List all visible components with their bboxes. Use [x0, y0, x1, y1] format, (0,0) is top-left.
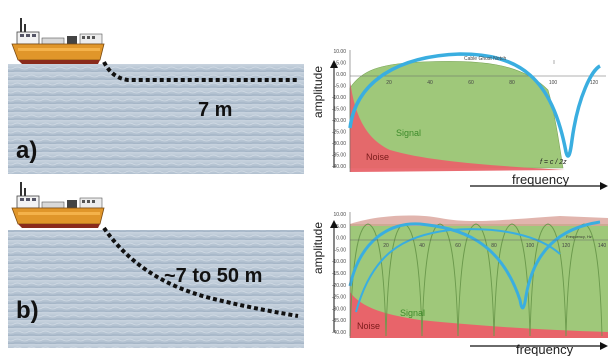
x-ticks-a: 20 40 60 80 100 120: [386, 80, 598, 86]
panel-label-b: b): [16, 297, 39, 324]
title-annotation-a: Cable Ghost Notch: [464, 56, 506, 62]
chart-a: Cable Ghost Notch Signal Noise f = c / 2…: [311, 49, 608, 190]
notch-arch: [421, 223, 459, 337]
y-tick-label: 10.00: [333, 212, 346, 218]
ghost-curve-b: [348, 220, 601, 310]
y-tick-label: 0.00: [336, 236, 346, 242]
y-tick-label: -20.00: [332, 118, 346, 124]
streamer-cable-b: [102, 226, 299, 318]
y-tick-label: -30.00: [332, 306, 346, 312]
y-tick-label: -20.00: [332, 283, 346, 289]
freq-tiny-b: Frequency, Hz: [566, 234, 592, 239]
x-ticks-b: 20 40 60 80 100 120 140: [383, 243, 606, 249]
notch-arch: [493, 223, 531, 337]
panel-b-scene: ~7 to 50 m b): [8, 181, 304, 348]
y-tick-label: 0.00: [336, 72, 346, 78]
notch-arch: [457, 223, 495, 337]
x-tick-label: 100: [526, 243, 535, 249]
notch-arch: [529, 223, 567, 337]
x-tick-label: 20: [383, 243, 389, 249]
arrow-head-a-icon: [600, 182, 608, 190]
y-tick-label: -30.00: [332, 141, 346, 147]
ghost-curve-b2: [355, 228, 561, 313]
signal-label-a: Signal: [396, 128, 421, 138]
ghost-curve-a: [348, 52, 602, 158]
ylabel-b: amplitude: [311, 222, 325, 274]
y-tick-label: -10.00: [332, 259, 346, 265]
x-tick-label: 80: [509, 80, 515, 86]
x-tick-label: 40: [427, 80, 433, 86]
noise-area-b: [350, 292, 608, 338]
x-tick-label: 40: [419, 243, 425, 249]
x-tick-label: 20: [386, 80, 392, 86]
depth-label-b: ~7 to 50 m: [164, 265, 262, 287]
y-tick-label: -25.00: [332, 130, 346, 136]
ylabel-a: amplitude: [311, 66, 325, 118]
panel-a-scene: 7 m a): [8, 17, 304, 174]
y-tick-label: 10.00: [333, 49, 346, 55]
y-tick-label: -35.00: [332, 318, 346, 324]
vessel-icon: [11, 181, 105, 229]
y-tick-label: 5.00: [336, 224, 346, 230]
y-tick-label: -5.00: [335, 84, 347, 90]
noise-label-a: Noise: [366, 152, 389, 162]
x-tick-label: 140: [598, 243, 607, 249]
x-tick-label: 80: [491, 243, 497, 249]
xlabel-a: frequency: [512, 172, 570, 187]
sea-surface-b: [8, 230, 304, 348]
signal-label-b: Signal: [400, 308, 425, 318]
vessel-icon: [11, 17, 105, 65]
y-ticks-a: 10.00 5.00 0.00 -5.00 -10.00 -15.00 -20.00 -25.…: [332, 49, 346, 170]
signal-area-a: [349, 61, 564, 169]
y-tick-label: 5.00: [336, 61, 346, 67]
streamer-cable-a: [102, 61, 298, 82]
arrow-head-b-icon: [600, 342, 608, 350]
y-tick-label: -5.00: [335, 247, 347, 253]
x-tick-label: 120: [562, 243, 571, 249]
xlabel-b: frequency: [516, 342, 574, 356]
arrow-head-ya-icon: [330, 60, 338, 68]
chart-b: Frequency, Hz Signal Noise 10.00 5.00 0.00…: [311, 212, 608, 356]
arrow-head-yb-icon: [330, 220, 338, 228]
y-ticks-b: 10.00 5.00 0.00 -5.00 -10.00 -15.00 -20.00 -25.…: [332, 212, 346, 336]
x-tick-label: 60: [468, 80, 474, 86]
y-tick-label: -40.00: [332, 164, 346, 170]
panel-label-a: a): [16, 137, 37, 164]
x-tick-label: 60: [455, 243, 461, 249]
x-tick-label: 100: [549, 80, 558, 86]
depth-label-a: 7 m: [198, 99, 232, 121]
sea-surface-a: [8, 64, 304, 174]
y-tick-label: -35.00: [332, 153, 346, 159]
noise-label-b: Noise: [357, 321, 380, 331]
noise-area-a: [350, 80, 565, 172]
y-tick-label: -40.00: [332, 330, 346, 336]
formula-a: f = c / 2z: [540, 159, 567, 166]
y-tick-label: -15.00: [332, 271, 346, 277]
x-tick-label: 120: [590, 80, 599, 86]
y-tick-label: -25.00: [332, 295, 346, 301]
y-tick-label: -15.00: [332, 107, 346, 113]
y-tick-label: -10.00: [332, 95, 346, 101]
